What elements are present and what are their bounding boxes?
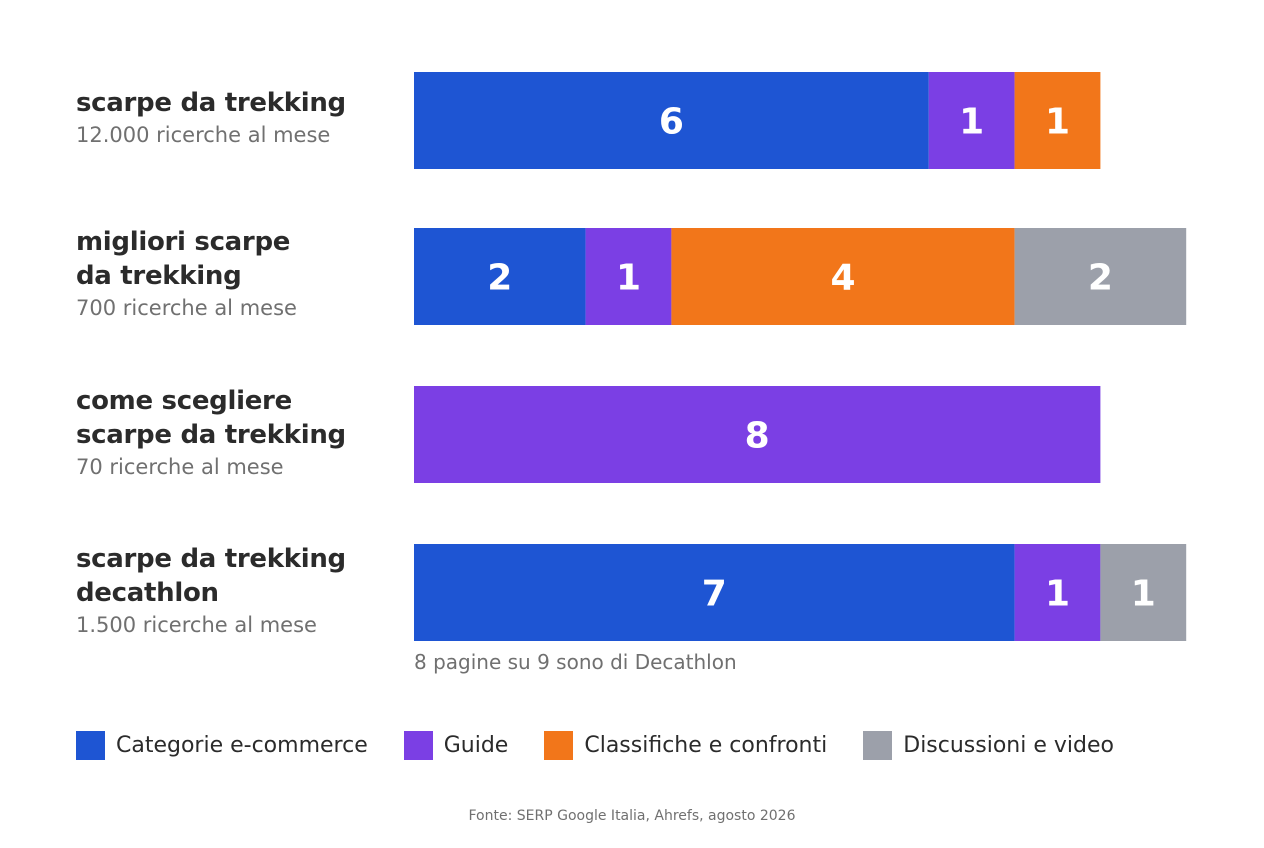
legend-item-discussioni: Discussioni e video — [863, 731, 1114, 760]
bar-value-label: 4 — [830, 258, 855, 299]
keyword-label: scarpe da trekking — [76, 88, 346, 118]
keyword-label: migliori scarpe da trekking — [76, 227, 291, 291]
bar-segment — [414, 228, 586, 325]
bar-value-label: 1 — [1045, 574, 1070, 615]
bar-segment — [928, 72, 1015, 169]
category-label-2: migliori scarpe da trekking 700 ricerche… — [76, 225, 396, 323]
decathlon-annotation: 8 pagine su 9 sono di Decathlon — [414, 650, 737, 674]
keyword-label: scarpe da trekking decathlon — [76, 544, 346, 608]
legend-swatch — [863, 731, 893, 760]
legend-label: Discussioni e video — [903, 733, 1114, 758]
source-note: Fonte: SERP Google Italia, Ahrefs, agost… — [468, 808, 796, 824]
legend-item-ecommerce: Categorie e-commerce — [76, 731, 368, 760]
bar-segment — [585, 228, 672, 325]
search-volume-label: 12.000 ricerche al mese — [76, 123, 331, 147]
bar-value-label: 1 — [616, 258, 641, 299]
bar-value-label: 1 — [959, 102, 984, 143]
search-volume-label: 70 ricerche al mese — [76, 455, 284, 479]
bar-segment — [414, 544, 1015, 641]
bar-segment — [1100, 544, 1187, 641]
legend-label: Classifiche e confronti — [584, 733, 828, 758]
legend-swatch — [544, 731, 574, 760]
legend-label: Categorie e-commerce — [116, 733, 368, 758]
legend-swatch — [403, 731, 433, 760]
search-volume-label: 700 ricerche al mese — [76, 296, 297, 320]
bar-value-label: 7 — [702, 574, 727, 615]
legend-item-guide: Guide — [403, 731, 509, 760]
legend-label: Guide — [443, 733, 509, 758]
bar-segment — [1014, 228, 1187, 325]
bar-value-label: 1 — [1045, 102, 1070, 143]
legend: Categorie e-commerce Guide Classifiche e… — [76, 731, 1150, 760]
bar-segment — [1014, 72, 1101, 169]
bar-value-label: 2 — [1088, 258, 1113, 299]
keyword-label: come scegliere scarpe da trekking — [76, 386, 346, 450]
bar-segment — [1014, 544, 1101, 641]
category-label-3: come scegliere scarpe da trekking 70 ric… — [76, 384, 396, 482]
bar-value-label: 1 — [1131, 574, 1156, 615]
legend-swatch — [76, 731, 105, 760]
bar-value-label: 8 — [745, 416, 770, 457]
bar-segment — [414, 72, 929, 169]
category-label-4: scarpe da trekking decathlon 1.500 ricer… — [76, 542, 396, 640]
bar-value-label: 2 — [487, 258, 512, 299]
category-label-1: scarpe da trekking 12.000 ricerche al me… — [76, 86, 396, 150]
bar-segment — [414, 386, 1101, 483]
search-volume-label: 1.500 ricerche al mese — [76, 613, 317, 637]
legend-item-classifiche: Classifiche e confronti — [544, 731, 827, 760]
bar-segment — [671, 228, 1015, 325]
bar-value-label: 6 — [659, 102, 684, 143]
